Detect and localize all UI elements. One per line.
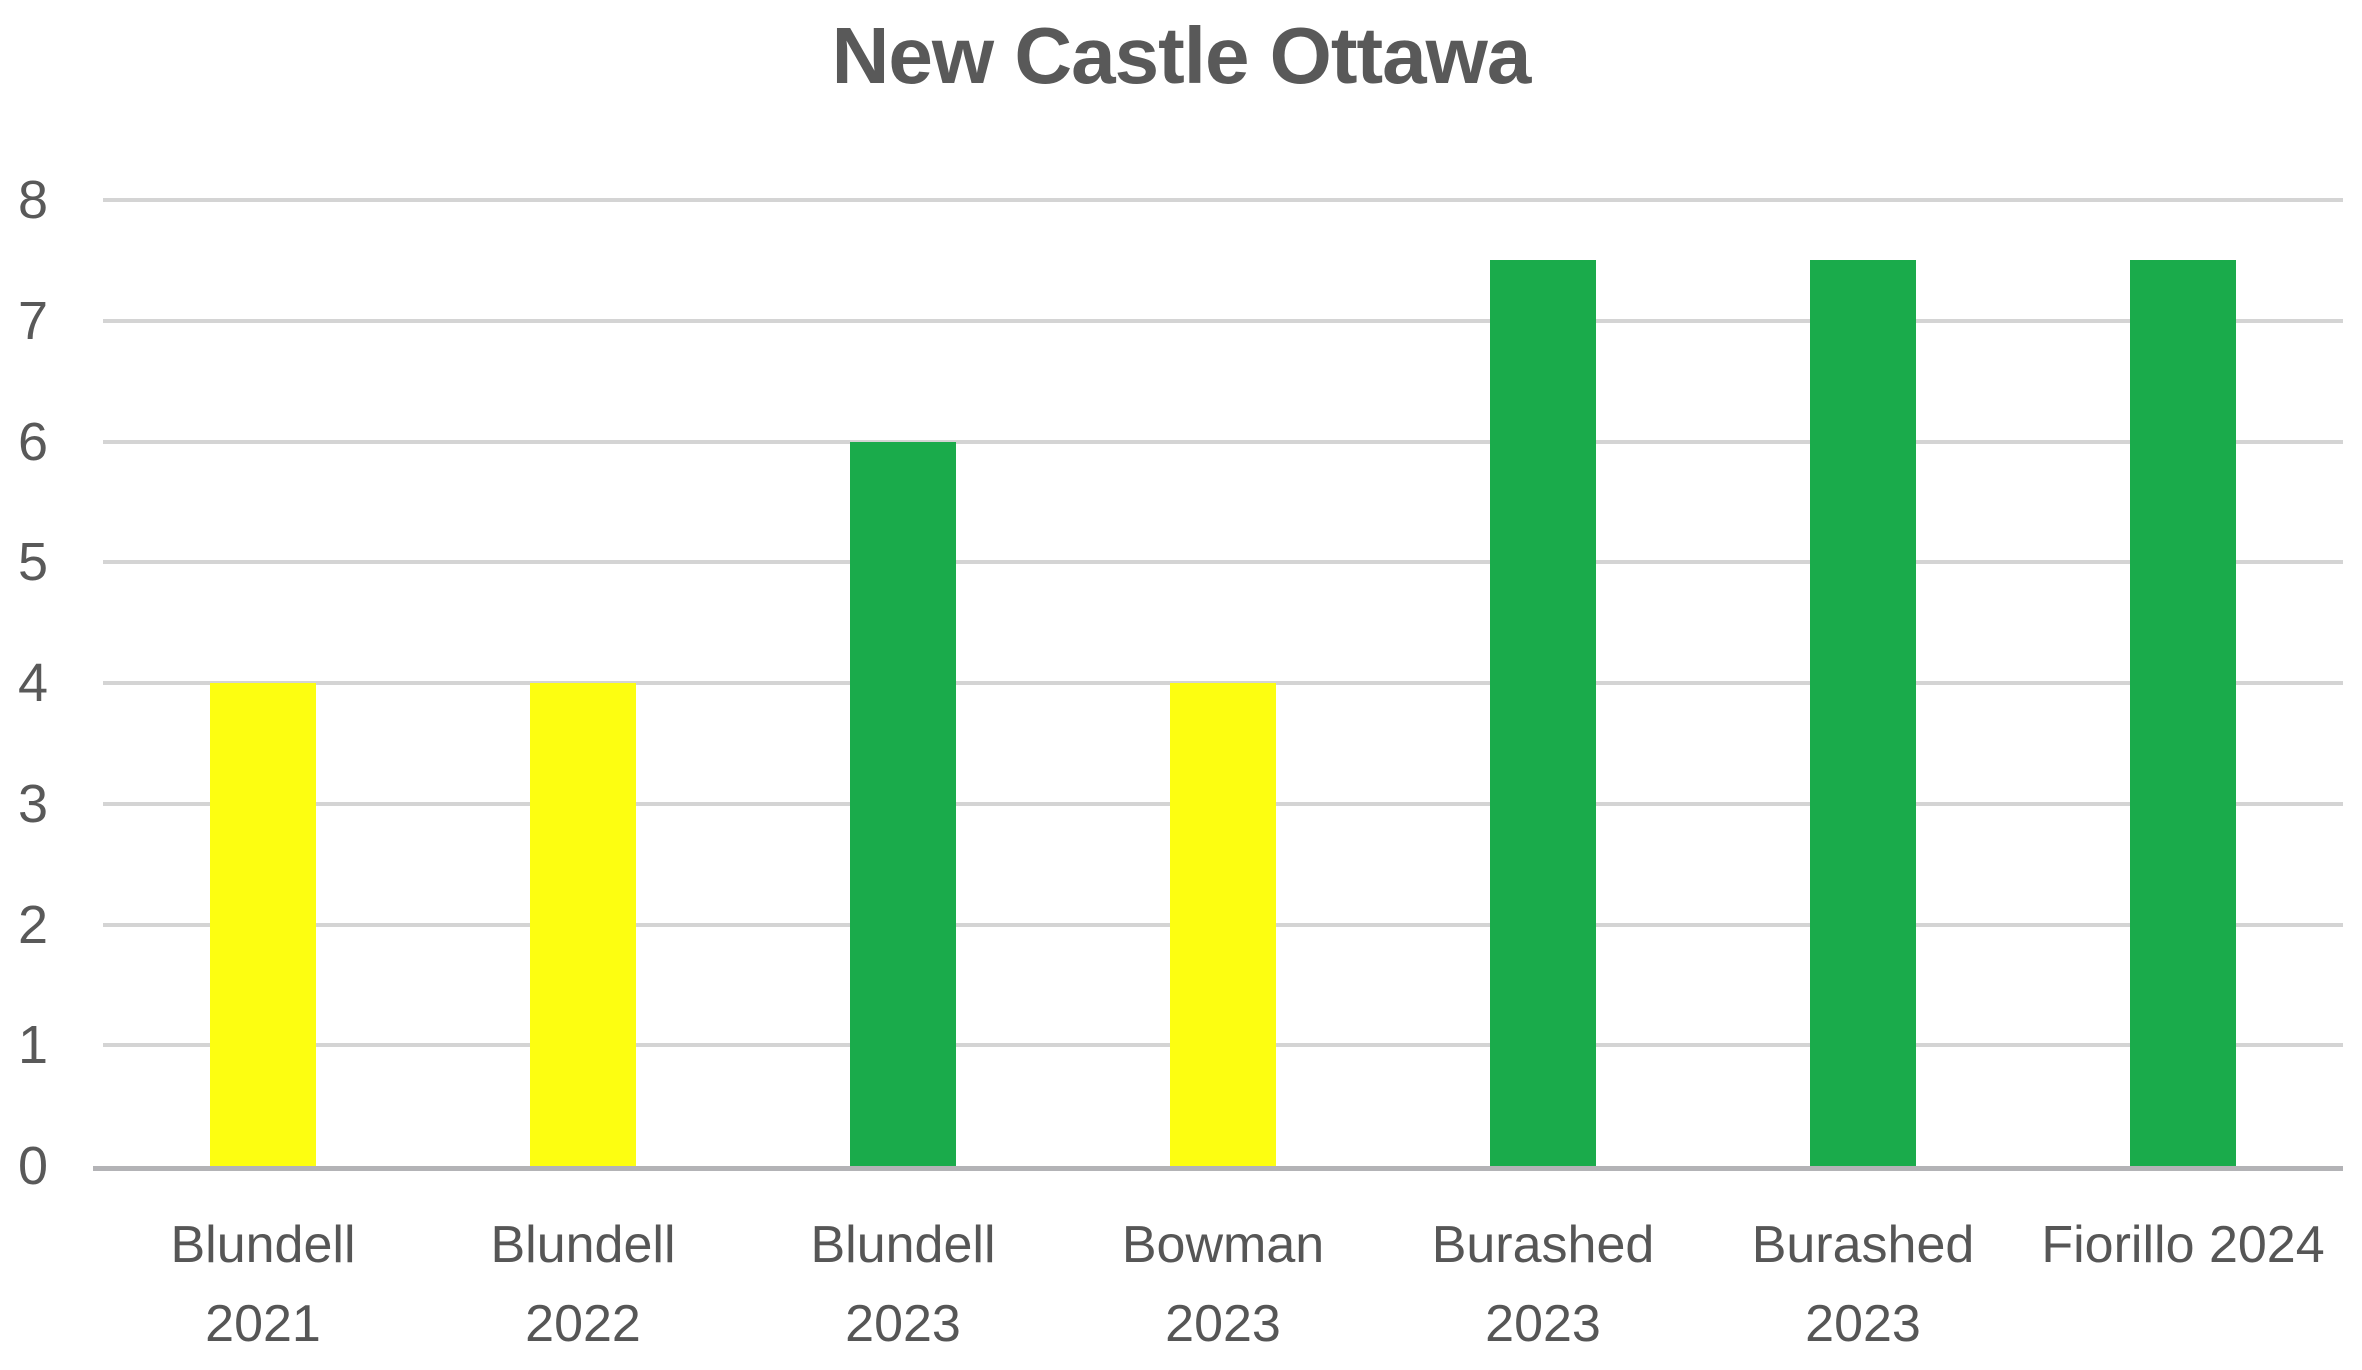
bar-blundell-2022 [530, 683, 636, 1166]
gridline [103, 439, 2343, 444]
y-tick-label: 5 [17, 532, 48, 593]
bar-bowman-2023 [1170, 683, 1276, 1166]
y-tick-label: 8 [17, 170, 48, 230]
x-category-label-line: Blundell [490, 1216, 676, 1274]
y-tick-label: 4 [17, 653, 48, 713]
gridline [103, 560, 2343, 565]
bar-burashed-2023 [1810, 260, 1916, 1166]
x-category-label: Blundell 2021 [13, 1206, 513, 1364]
x-category-label-line: 2023 [1165, 1295, 1281, 1353]
x-category-label-line: Burashed [1431, 1216, 1655, 1274]
x-category-label: Blundell 2023 [653, 1206, 1153, 1364]
bar-fiorillo-2024 [2130, 260, 2236, 1166]
chart-title: New Castle Ottawa [831, 11, 1532, 100]
x-category-label-line: 2022 [525, 1295, 641, 1353]
x-category-label-line: 2023 [845, 1295, 961, 1353]
x-category-label-line: 2023 [1485, 1295, 1601, 1353]
bar-blundell-2023 [850, 441, 956, 1166]
y-tick-label: 6 [17, 411, 48, 472]
x-category-label-line: 2021 [205, 1295, 321, 1353]
bar-burashed-2023 [1490, 260, 1596, 1166]
y-tick-label: 0 [17, 1136, 48, 1196]
x-axis-line [93, 1166, 2343, 1171]
x-category-label: Blundell 2022 [333, 1206, 833, 1364]
y-tick-label: 2 [17, 894, 48, 955]
x-category-label-line: Blundell [170, 1216, 356, 1274]
x-category-label-line: Bowman [1121, 1216, 1325, 1274]
y-tick-label: 1 [17, 1015, 48, 1076]
y-tick-label: 7 [17, 290, 48, 351]
x-category-label: Fiorillo 2024 [1933, 1206, 2362, 1285]
x-category-label-line: Burashed [1751, 1216, 1975, 1274]
x-category-label-line: 2023 [1805, 1295, 1921, 1353]
bar-blundell-2021 [210, 683, 316, 1166]
x-category-label: Bowman 2023 [973, 1206, 1473, 1364]
x-category-label: Burashed 2023 [1293, 1206, 1793, 1364]
x-category-label-line: Blundell [810, 1216, 996, 1274]
x-category-label-line: Fiorillo 2024 [2041, 1216, 2325, 1274]
y-tick-label: 3 [17, 773, 48, 834]
gridline [103, 318, 2343, 323]
x-category-label: Burashed 2023 [1613, 1206, 2113, 1364]
gridline [103, 198, 2343, 202]
